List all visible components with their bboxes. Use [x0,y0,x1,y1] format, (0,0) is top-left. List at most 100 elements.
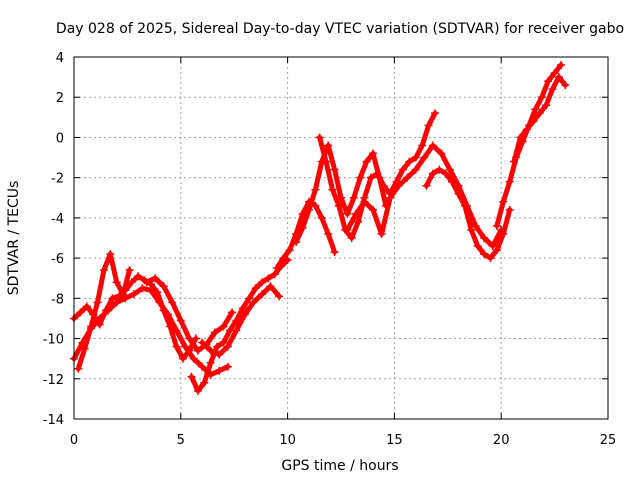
series-trace [189,257,291,394]
data-point [505,177,514,186]
data-point [377,229,386,238]
data-point [163,310,172,319]
series-trace [199,283,282,358]
data-point [411,153,420,162]
series-track-5 [187,256,292,395]
data-point [272,264,281,273]
data-point [99,266,108,275]
data-point [330,248,339,257]
data-point [544,77,553,86]
data-point [330,165,339,174]
data-point [112,298,121,307]
data-point [181,342,190,351]
data-point [232,326,241,335]
data-point [392,177,401,186]
data-point [550,69,559,78]
data-point [215,366,224,375]
data-point [257,278,266,287]
data-point [362,157,371,166]
data-point [185,334,194,343]
data-point [379,181,388,190]
data-point [324,141,333,150]
data-point [369,149,378,158]
data-point [257,290,266,299]
data-point [315,133,324,142]
data-point [311,185,320,194]
data-point [373,169,382,178]
data-point [398,165,407,174]
data-point [499,229,508,238]
data-point [198,338,207,347]
data-point [121,294,130,303]
series-trace [423,167,513,261]
data-point [334,201,343,210]
data-point [219,322,228,331]
data-point [200,378,209,387]
data-point [435,165,444,174]
data-point [471,221,480,230]
data-point [151,274,160,283]
series-track-7 [272,197,339,273]
data-point [480,234,489,242]
series-trace [274,199,338,271]
y-tick-label: -2 [51,172,64,187]
data-point [492,221,501,230]
data-point [168,298,177,307]
data-point [104,306,113,315]
data-point [285,246,294,255]
data-point [223,362,232,371]
data-point [240,310,249,319]
data-point [245,294,254,303]
data-point [155,298,164,307]
plot-frame [73,56,609,420]
data-point [125,266,134,275]
data-point [428,169,437,178]
data-point [343,225,352,234]
data-point [304,205,313,214]
data-point [386,193,395,202]
x-tick-label: 25 [600,433,617,448]
data-point [473,242,482,251]
data-point [193,386,202,395]
data-point [292,238,301,247]
y-tick-label: -4 [51,212,64,227]
data-point [172,326,181,335]
data-point [366,173,375,182]
data-point [324,229,333,238]
data-point [146,286,155,295]
data-point [215,350,224,359]
data-point [454,189,463,198]
data-point [82,302,91,311]
data-point [420,153,429,162]
data-point [422,181,431,190]
data-point [223,342,232,351]
data-point [178,354,187,363]
data-point [343,209,352,218]
data-point [557,61,566,70]
data-point [112,278,121,287]
data-point [317,213,326,222]
x-tick-label: 20 [493,433,510,448]
y-tick-label: 0 [56,131,64,146]
series-track-3 [74,250,134,373]
data-point [548,85,557,94]
data-point [522,125,531,134]
data-point [279,254,288,263]
data-point [492,246,501,255]
data-point [347,234,356,242]
data-point [129,290,138,299]
series-trace [293,143,389,245]
data-point [516,133,525,142]
series-track-6 [198,282,284,359]
data-point [206,358,215,367]
series-track-8 [292,141,390,247]
series-track-9 [315,109,439,242]
y-axis-title: SDTVAR / TECUs [6,181,22,296]
data-point [554,73,563,82]
data-point [437,149,446,158]
series-track-2 [70,284,232,379]
data-point [127,278,136,287]
data-point [411,165,420,174]
data-point [193,346,202,355]
